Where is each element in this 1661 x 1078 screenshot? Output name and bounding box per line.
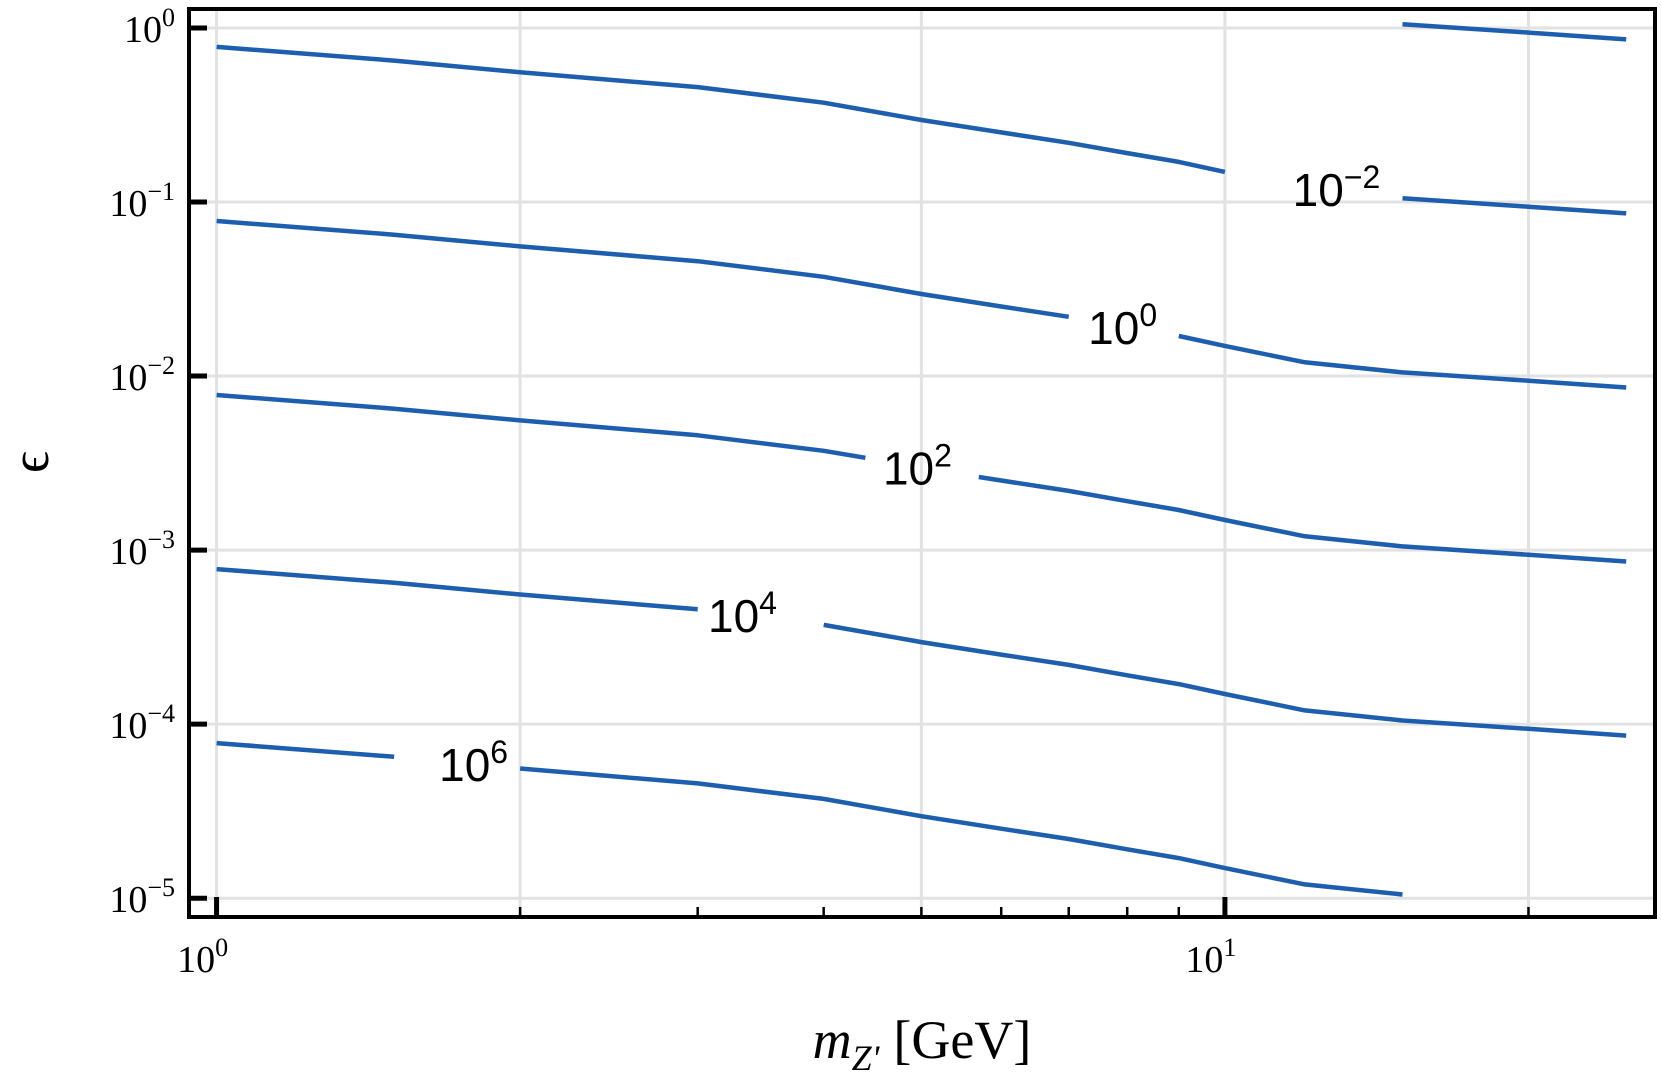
tick-exponent: −4: [147, 699, 175, 728]
contour-label-base: 10: [439, 739, 490, 791]
tick-label: 10−2: [109, 351, 175, 399]
contour-label: 106: [439, 734, 508, 791]
x-label-main: m: [813, 1010, 852, 1070]
contour-label-exponent: 2: [934, 437, 952, 473]
tick-base: 10: [109, 879, 147, 921]
tick-label: 10−1: [109, 177, 175, 225]
contour-line: [216, 566, 1627, 738]
tick-base: 10: [1185, 939, 1223, 981]
tick-base: 10: [177, 939, 215, 981]
tick-base: 10: [109, 705, 147, 747]
tick-base: 10: [109, 531, 147, 573]
contour-label-exponent: −2: [1344, 159, 1380, 195]
tick-label: 10−3: [109, 525, 175, 573]
tick-label: 10−5: [109, 873, 175, 921]
tick-exponent: −3: [147, 525, 175, 554]
x-label-unit: [GeV]: [893, 1010, 1031, 1070]
tick-label: 10−4: [109, 699, 175, 747]
tick-label: 100: [124, 3, 175, 51]
x-axis-label: mZ' [GeV]: [813, 1010, 1032, 1078]
contour-label: 100: [1088, 297, 1157, 354]
contour-label-base: 10: [1293, 164, 1344, 216]
tick-exponent: 0: [162, 3, 175, 32]
y-axis-label: ϵ: [0, 451, 60, 473]
tick-exponent: −2: [147, 351, 175, 380]
tick-label: 100: [177, 933, 228, 981]
tick-exponent: 0: [215, 933, 228, 962]
contour-line: [216, 44, 1627, 216]
tick-base: 10: [109, 357, 147, 399]
tick-base: 10: [109, 183, 147, 225]
contour-label-exponent: 6: [490, 734, 508, 770]
contour-line: [216, 218, 1627, 390]
contour-label-base: 10: [883, 442, 934, 494]
tick-label: 101: [1185, 933, 1236, 981]
contour-label-exponent: 4: [759, 585, 777, 621]
tick-exponent: −1: [147, 177, 175, 206]
contour-line: [1402, 22, 1627, 42]
tick-exponent: −5: [147, 873, 175, 902]
contour-line: [216, 740, 1403, 897]
x-label-sub: Z': [852, 1038, 881, 1078]
contour-label-exponent: 0: [1139, 297, 1157, 333]
plot-frame: [187, 7, 1657, 919]
tick-base: 10: [124, 9, 162, 51]
contour-line: [216, 392, 1627, 564]
contour-label: 104: [708, 585, 777, 642]
contour-label-base: 10: [1088, 302, 1139, 354]
tick-exponent: 1: [1223, 933, 1236, 962]
contour-label: 10−2: [1293, 159, 1381, 216]
contour-label-base: 10: [708, 590, 759, 642]
contour-label: 102: [883, 437, 952, 494]
